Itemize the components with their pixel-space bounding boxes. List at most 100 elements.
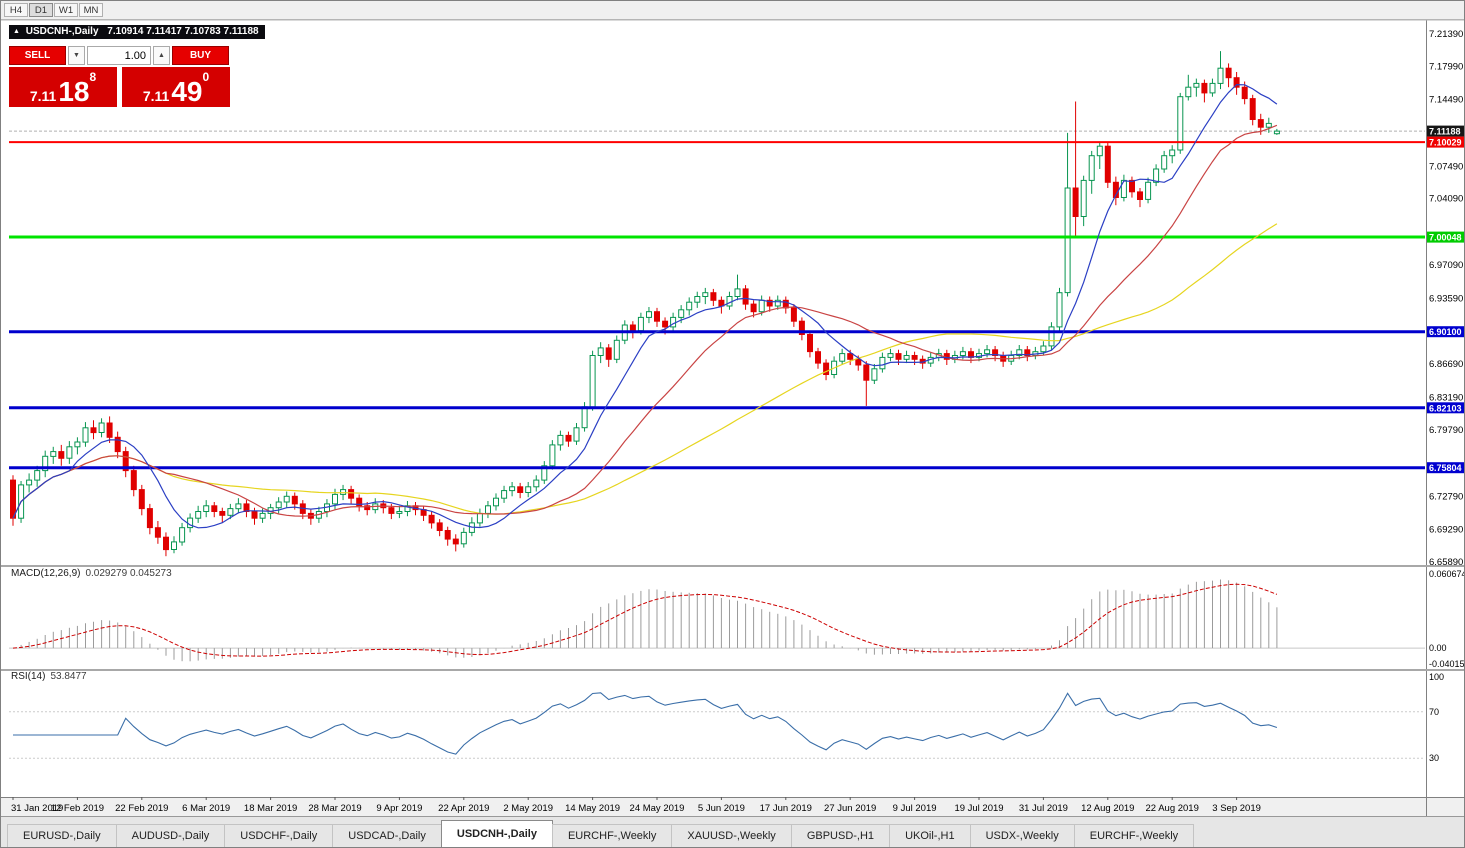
candle	[1048, 322, 1055, 350]
candle	[766, 296, 773, 312]
candle	[356, 494, 363, 512]
collapse-arrow-icon[interactable]: ▲	[13, 28, 20, 35]
price-tick-label: 7.14490	[1429, 95, 1463, 106]
chart-background	[1, 19, 1464, 818]
rsi-line	[13, 692, 1278, 755]
chart-canvas[interactable]: 7.21390 7.17990 7.14490 7.07490 7.04090 6.970…	[1, 19, 1465, 820]
date-label: 6 Mar 2019	[182, 803, 230, 814]
candle-body	[798, 320, 805, 336]
ask-price-major: 7.11	[142, 88, 170, 104]
candle-body	[815, 351, 821, 364]
candle-body	[758, 299, 765, 313]
ask-price-pips: 49	[171, 76, 203, 107]
candle-body	[637, 316, 644, 332]
candle-body	[211, 505, 218, 512]
candle-body	[1193, 82, 1200, 88]
price-tick-label: 6.79790	[1429, 425, 1463, 436]
tab-eurchf-weekly[interactable]: EURCHF-,Weekly	[1073, 824, 1195, 847]
tab-usdcad-daily[interactable]: USDCAD-,Daily	[332, 824, 442, 847]
date-axis-background[interactable]	[1, 797, 1465, 820]
price-tick-label: 7.04090	[1429, 194, 1463, 205]
candle	[90, 420, 97, 440]
ask-price-box[interactable]: 7.11 49 0	[122, 67, 230, 107]
candle-body	[710, 292, 717, 301]
sell-button[interactable]: SELL	[9, 46, 66, 65]
date-label: 22 Feb 2019	[115, 803, 168, 814]
timeframe-toolbar: H4 D1 W1 MN	[1, 1, 1464, 20]
candle-body	[734, 288, 741, 297]
candle	[1129, 176, 1135, 198]
tab-eurusd-daily[interactable]: EURUSD-,Daily	[7, 824, 117, 847]
chart-ohlc-values: 7.10914 7.11417 7.10783 7.11188	[107, 26, 259, 37]
candle-body	[549, 444, 556, 467]
price-tick-label: 6.83190	[1429, 392, 1463, 403]
tab-usdchf-daily[interactable]: USDCHF-,Daily	[224, 824, 334, 847]
candle-body	[525, 486, 532, 493]
candle-body	[790, 307, 797, 322]
candle	[428, 511, 435, 529]
buy-button[interactable]: BUY	[172, 46, 229, 65]
candle-body	[847, 353, 854, 360]
candle	[106, 416, 113, 443]
volume-input[interactable]	[87, 46, 151, 65]
candle	[50, 446, 57, 464]
timeframe-button-h4[interactable]: H4	[4, 3, 28, 17]
candle	[807, 330, 813, 358]
candle-body	[1056, 292, 1063, 328]
candle-body	[879, 356, 886, 370]
tab-usdcnh-daily[interactable]: USDCNH-,Daily	[440, 820, 553, 847]
tab-xauusd-weekly[interactable]: XAUUSD-,Weekly	[671, 824, 792, 847]
candle-body	[460, 531, 467, 545]
candle-body	[106, 422, 113, 438]
candle-body	[50, 451, 57, 457]
candle-body	[646, 311, 652, 318]
volume-caret-down-icon[interactable]: ▼	[68, 46, 85, 65]
date-label: 14 May 2019	[565, 803, 620, 814]
tab-gbpusd-h1[interactable]: GBPUSD-,H1	[790, 824, 891, 847]
tab-audusd-daily[interactable]: AUDUSD-,Daily	[115, 824, 226, 847]
candle	[138, 484, 145, 516]
candle-body	[517, 486, 524, 493]
timeframe-button-d1[interactable]: D1	[29, 3, 53, 17]
bid-price-box[interactable]: 7.11 18 8	[9, 67, 117, 107]
candle-body	[388, 507, 395, 514]
tab-ukoil-h1[interactable]: UKOil-,H1	[889, 824, 971, 847]
candle-body	[227, 508, 234, 516]
rsi-pane-label: RSI(14) 53.8477	[11, 671, 87, 682]
timeframe-button-mn[interactable]: MN	[79, 3, 103, 17]
candle	[533, 475, 540, 492]
price-badge	[1427, 326, 1464, 338]
macd-signal-line	[12, 583, 1278, 657]
candle	[565, 431, 572, 447]
candle	[1209, 78, 1216, 97]
volume-caret-up-icon[interactable]: ▲	[153, 46, 170, 65]
tab-usdx-weekly[interactable]: USDX-,Weekly	[969, 824, 1075, 847]
candle-body	[1209, 82, 1216, 94]
candle-body	[589, 355, 596, 408]
price-badge-label: 6.90100	[1429, 327, 1462, 337]
candle-body	[774, 299, 781, 307]
candle	[887, 348, 894, 362]
candle-body	[1096, 145, 1103, 157]
candle-body	[541, 465, 548, 481]
candle-body	[1169, 149, 1176, 157]
candle	[1225, 63, 1232, 88]
tab-eurchf-weekly[interactable]: EURCHF-,Weekly	[551, 824, 673, 847]
candle-body	[122, 451, 129, 472]
candle	[1104, 142, 1111, 188]
candle-body	[154, 527, 161, 538]
candle	[122, 446, 129, 478]
timeframe-button-w1[interactable]: W1	[54, 3, 78, 17]
candle-body	[959, 351, 966, 357]
candle-body	[871, 368, 878, 381]
date-label: 12 Feb 2019	[51, 803, 104, 814]
candle-body	[396, 511, 403, 514]
candle-body	[613, 339, 620, 360]
price-tick-label: 7.21390	[1429, 29, 1463, 40]
candle-body	[573, 427, 580, 442]
candle-body	[654, 311, 660, 322]
candle-body	[766, 299, 773, 307]
candle	[589, 350, 596, 411]
rsi-indicator-name: RSI(14)	[11, 671, 46, 682]
candle-body	[138, 489, 145, 510]
